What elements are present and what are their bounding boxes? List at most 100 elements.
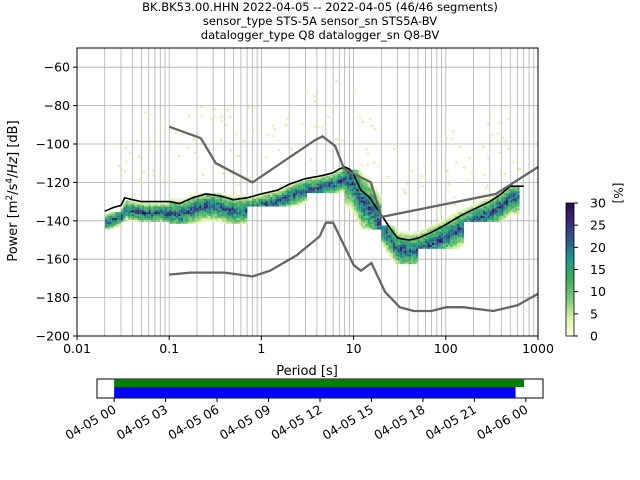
- psd-cell: [383, 240, 386, 244]
- psd-cell: [224, 200, 227, 203]
- psd-cell: [379, 204, 382, 207]
- psd-cell: [367, 190, 370, 194]
- psd-cell: [353, 198, 357, 201]
- psd-cell: [365, 188, 368, 192]
- psd-cell: [235, 215, 239, 219]
- psd-cell: [487, 217, 490, 220]
- psd-outlier-cell: [519, 168, 522, 171]
- psd-cell: [397, 238, 400, 242]
- psd-cell: [508, 212, 511, 215]
- psd-cell: [367, 194, 370, 197]
- psd-cell: [351, 190, 354, 194]
- psd-cell: [459, 210, 462, 213]
- psd-cell: [466, 212, 469, 215]
- psd-cell: [510, 208, 513, 211]
- psd-cell: [330, 179, 333, 182]
- psd-cell: [466, 206, 469, 209]
- psd-cell: [137, 213, 140, 217]
- psd-cell: [388, 246, 391, 249]
- psd-cell: [272, 192, 275, 196]
- psd-cell: [247, 200, 250, 203]
- psd-cell: [321, 185, 324, 188]
- psd-cell: [363, 206, 366, 209]
- psd-outlier-cell: [229, 115, 232, 118]
- psd-cell: [454, 229, 458, 232]
- psd-cell: [137, 206, 140, 209]
- psd-cell: [372, 198, 375, 201]
- psd-cell: [413, 233, 416, 236]
- psd-outlier-cell: [197, 133, 200, 136]
- psd-cell: [418, 235, 421, 238]
- psd-cell: [212, 200, 216, 203]
- psd-cell: [105, 219, 108, 222]
- psd-cell: [270, 202, 273, 205]
- psd-cell: [290, 192, 294, 196]
- psd-cell: [353, 212, 357, 215]
- psd-outlier-cell: [507, 147, 511, 150]
- psd-cell: [494, 208, 497, 211]
- psd-cell: [496, 215, 499, 219]
- psd-cell: [349, 185, 352, 188]
- psd-cell: [120, 213, 124, 217]
- psd-cell: [116, 219, 119, 222]
- psd-cell: [510, 192, 513, 196]
- psd-cell: [360, 198, 364, 201]
- psd-cell: [309, 188, 313, 192]
- psd-cell: [360, 204, 364, 207]
- psd-cell: [358, 179, 361, 182]
- psd-cell: [454, 233, 458, 236]
- psd-cell: [210, 194, 213, 197]
- psd-cell: [337, 190, 340, 194]
- psd-cell: [162, 202, 165, 205]
- psd-cell: [153, 208, 156, 211]
- psd-cell: [297, 190, 301, 194]
- psd-cell: [381, 233, 384, 236]
- psd-cell: [501, 204, 504, 207]
- psd-cell: [441, 242, 444, 245]
- psd-cell: [245, 219, 248, 222]
- psd-outlier-cell: [482, 146, 485, 149]
- psd-cell: [307, 183, 310, 186]
- psd-cell: [365, 202, 368, 205]
- psd-cell: [360, 200, 364, 203]
- psd-cell: [328, 181, 331, 184]
- psd-cell: [229, 202, 232, 205]
- psd-cell: [450, 236, 453, 240]
- psd-cell: [363, 213, 366, 217]
- psd-cell: [508, 190, 511, 194]
- psd-cell: [249, 196, 252, 199]
- psd-cell: [290, 183, 294, 186]
- psd-cell: [494, 194, 497, 197]
- psd-cell: [302, 181, 305, 184]
- psd-cell: [395, 242, 398, 245]
- psd-cell: [169, 213, 172, 217]
- psd-cell: [337, 171, 340, 174]
- psd-outlier-cell: [200, 105, 203, 108]
- psd-cell: [304, 200, 307, 203]
- psd-cell: [153, 217, 156, 220]
- psd-cell: [489, 196, 492, 199]
- psd-outlier-cell: [210, 118, 214, 121]
- psd-cell: [478, 200, 481, 203]
- psd-cell: [215, 192, 218, 196]
- psd-outlier-cell: [387, 175, 390, 178]
- psd-cell: [319, 183, 322, 186]
- psd-cell: [356, 204, 359, 207]
- psd-cell: [127, 200, 131, 203]
- psd-cell: [330, 173, 333, 176]
- psd-cell: [233, 196, 236, 199]
- psd-cell: [224, 198, 227, 201]
- psd-cell: [339, 185, 343, 188]
- psd-cell: [326, 183, 329, 186]
- psd-cell: [517, 198, 520, 201]
- psd-outlier-cell: [214, 108, 217, 111]
- psd-cell: [468, 212, 472, 215]
- psd-cell: [260, 202, 264, 205]
- psd-cell: [176, 213, 179, 217]
- psd-outlier-cell: [284, 123, 287, 126]
- psd-cell: [411, 250, 414, 253]
- psd-cell: [199, 208, 202, 211]
- psd-cell: [222, 215, 225, 219]
- psd-cell: [372, 204, 375, 207]
- psd-cell: [438, 242, 442, 245]
